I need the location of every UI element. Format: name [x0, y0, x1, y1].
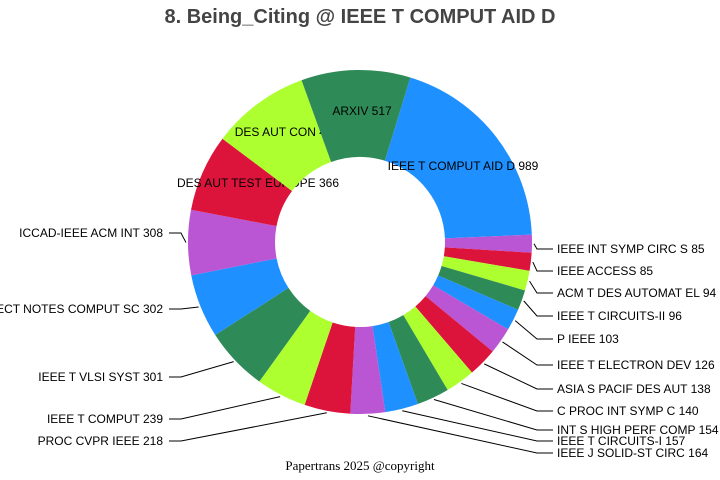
leader-line	[169, 306, 199, 310]
slice-label: ASIA S PACIF DES AUT 138	[557, 382, 711, 396]
slice-label: ICCAD-IEEE ACM INT 308	[19, 226, 163, 240]
slice-des-aut-con[interactable]	[222, 80, 332, 191]
leader-line	[461, 382, 553, 412]
slice-label: IEEE T COMPUT 239	[47, 412, 163, 426]
leader-line	[169, 361, 234, 378]
leader-line	[367, 415, 553, 454]
leader-line	[169, 412, 327, 442]
slice-proc-cvpr-ieee[interactable]	[304, 322, 356, 414]
slice-int-s-high-perf-comp[interactable]	[388, 315, 448, 404]
leader-line	[483, 363, 553, 390]
slice-c-proc-int-symp-c[interactable]	[403, 306, 472, 390]
slice-label: DES AUT CON 466	[235, 125, 340, 139]
slice-des-aut-test-europe[interactable]	[191, 138, 293, 227]
slice-label: IEEE INT SYMP CIRC S 85	[557, 242, 705, 256]
slice-ieee-t-comput[interactable]	[259, 310, 333, 405]
slice-label: IEEE T CIRCUITS-I 157	[557, 434, 686, 448]
slice-label: C PROC INT SYMP C 140	[557, 404, 699, 418]
slice-label: IEEE T ELECTRON DEV 126	[557, 358, 715, 372]
leader-line	[533, 243, 553, 250]
slice-label: LECT NOTES COMPUT SC 302	[0, 302, 163, 316]
slice-label: P IEEE 103	[557, 332, 619, 346]
slice-label: IEEE T VLSI SYST 301	[38, 370, 163, 384]
leader-line	[169, 396, 281, 420]
slice-ieee-t-circuits-i[interactable]	[372, 322, 418, 413]
chart-title: 8. Being_Citing @ IEEE T COMPUT AID D	[164, 6, 556, 28]
leader-line	[523, 300, 553, 317]
leader-line	[529, 280, 553, 294]
leader-line	[169, 232, 187, 243]
slice-ieee-int-symp-circ-s[interactable]	[444, 234, 532, 253]
slice-label: DES AUT TEST EUROPE 366	[177, 176, 339, 190]
leader-line	[532, 261, 553, 272]
slice-label: IEEE T CIRCUITS-II 96	[557, 309, 682, 323]
slice-label: IEEE ACCESS 85	[557, 264, 653, 278]
slice-label: INT S HIGH PERF COMP 154	[557, 423, 719, 437]
slice-ieee-t-electron-dev[interactable]	[425, 285, 509, 352]
footer-copyright: Papertrans 2025 @copyright	[285, 458, 435, 473]
slice-label: ACM T DES AUTOMAT EL 94	[557, 286, 716, 300]
slice-ieee-t-circuits-ii[interactable]	[438, 265, 526, 310]
slice-label: ARXIV 517	[332, 104, 392, 118]
slice-ieee-access[interactable]	[443, 247, 532, 271]
slice-arxiv[interactable]	[301, 69, 411, 163]
slice-lect-notes-comput-sc[interactable]	[191, 258, 289, 335]
slice-ieee-t-comput-aid-d[interactable]	[384, 77, 532, 239]
slice-asia-s-pacif-des-aut[interactable]	[415, 296, 493, 373]
slice-ieee-t-vlsi-syst[interactable]	[215, 287, 311, 382]
slice-label: IEEE T COMPUT AID D 989	[388, 159, 539, 173]
leader-line	[514, 320, 553, 340]
leader-line	[433, 399, 553, 431]
slice-p-ieee[interactable]	[433, 275, 519, 330]
slice-label: PROC CVPR IEEE 218	[38, 434, 164, 448]
slice-iccad-ieee-acm-int[interactable]	[188, 209, 277, 276]
leader-line	[502, 341, 553, 366]
slice-label: IEEE J SOLID-ST CIRC 164	[557, 446, 708, 460]
leader-line	[402, 410, 553, 442]
slice-acm-t-des-automat-el[interactable]	[441, 256, 530, 291]
slice-ieee-j-solid-st-circ[interactable]	[350, 326, 386, 414]
